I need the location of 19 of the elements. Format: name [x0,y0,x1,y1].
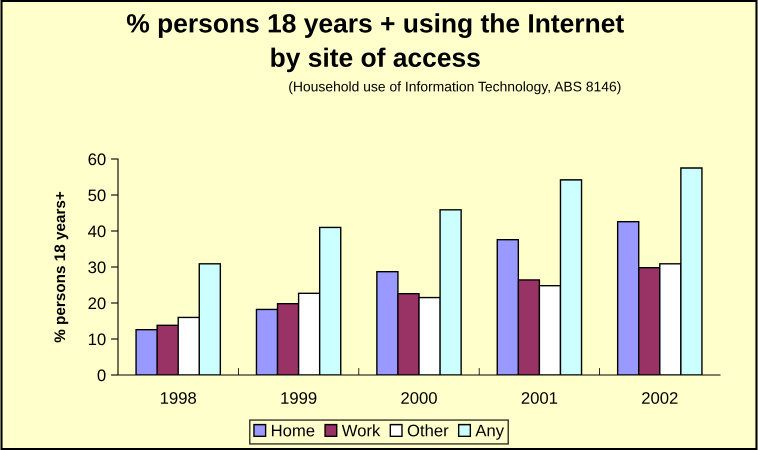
x-tick-label: 2002 [642,392,678,404]
x-tick-label: 1999 [281,392,316,404]
y-tick-label: 40 [88,225,106,238]
chart-subtitle: (Household use of Information Technology, ABS 8146) [289,81,620,94]
y-tick-label: 60 [88,153,106,166]
legend-label: Other [408,424,448,436]
y-tick-label: 50 [88,189,106,202]
y-axis-title: % persons 18 years+ [54,192,68,342]
x-tick-label: 2001 [522,392,558,404]
legend-label: Any [475,424,504,440]
y-tick-label: 10 [88,333,106,346]
x-tick-label: 2000 [401,392,437,404]
chart-title: % persons 18 years + using the Internet by site of access [126,13,624,72]
y-tick-label: 30 [88,261,106,274]
y-tick-label: 20 [88,297,106,310]
y-tick-label: 0 [98,369,106,382]
x-tick-label: 1998 [160,392,196,404]
legend-label: Work [342,424,380,436]
legend-label: Home [272,424,314,436]
